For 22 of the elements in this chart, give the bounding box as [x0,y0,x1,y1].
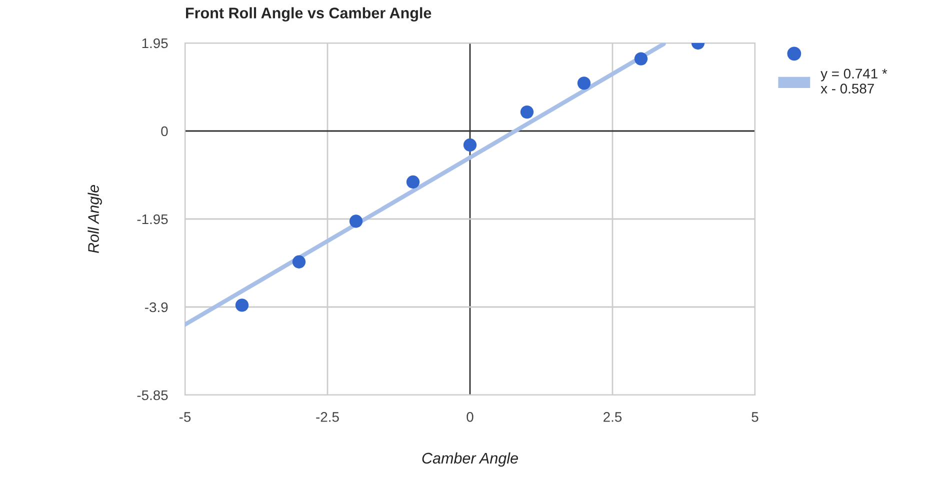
x-tick-label: 5 [752,412,758,422]
y-tick-label: -5.85 [137,390,168,400]
legend-label: y = 0.741 * x - 0.587 [820,68,888,94]
y-tick-label: 0 [161,126,168,136]
y-axis-title: Roll Angle [88,185,102,254]
point [349,214,363,228]
x-axis-title: Camber Angle [422,452,518,467]
y-tick-label: -1.95 [137,214,168,224]
point [463,138,477,152]
x-tick-label: 0 [466,412,474,422]
x-tick-label: 2.5 [604,412,622,422]
point [634,52,648,66]
x-tick-label: -5 [179,412,191,422]
x-tick-label: -2.5 [316,412,339,422]
point [235,298,249,312]
y-tick-label: -3.9 [145,302,168,312]
y-tick-label: 1.95 [142,38,168,48]
point [577,76,591,90]
point [292,255,306,268]
chart-title: Front Roll Angle vs Camber Angle [186,7,432,22]
point [520,105,534,119]
point [406,175,420,189]
